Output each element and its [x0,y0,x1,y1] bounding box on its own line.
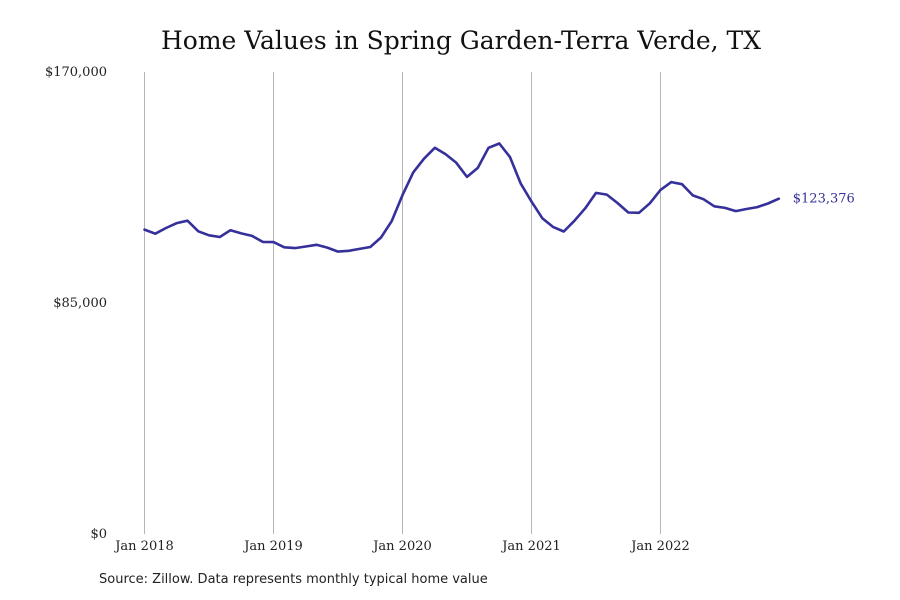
y-tick-label: $0 [90,527,107,542]
chart-title: Home Values in Spring Garden-Terra Verde… [160,26,762,55]
x-tick-label: Jan 2021 [500,539,561,554]
series-layer: $123,376 [143,142,855,253]
source-note: Source: Zillow. Data represents monthly … [99,572,488,587]
y-tick-label: $85,000 [53,296,107,311]
x-axis-ticks: Jan 2018 Jan 2019 Jan 2020 Jan 2021 Jan 2022 [113,539,690,554]
x-tick-label: Jan 2020 [371,539,432,554]
y-tick-label: $170,000 [45,65,107,80]
x-tick-label: Jan 2022 [629,539,690,554]
y-axis-ticks: $0 $85,000 $170,000 [45,65,107,542]
end-value-label: $123,376 [793,192,855,207]
x-tick-label: Jan 2018 [113,539,174,554]
gridlines [144,72,661,534]
series-line [143,142,781,253]
x-tick-label: Jan 2019 [242,539,303,554]
